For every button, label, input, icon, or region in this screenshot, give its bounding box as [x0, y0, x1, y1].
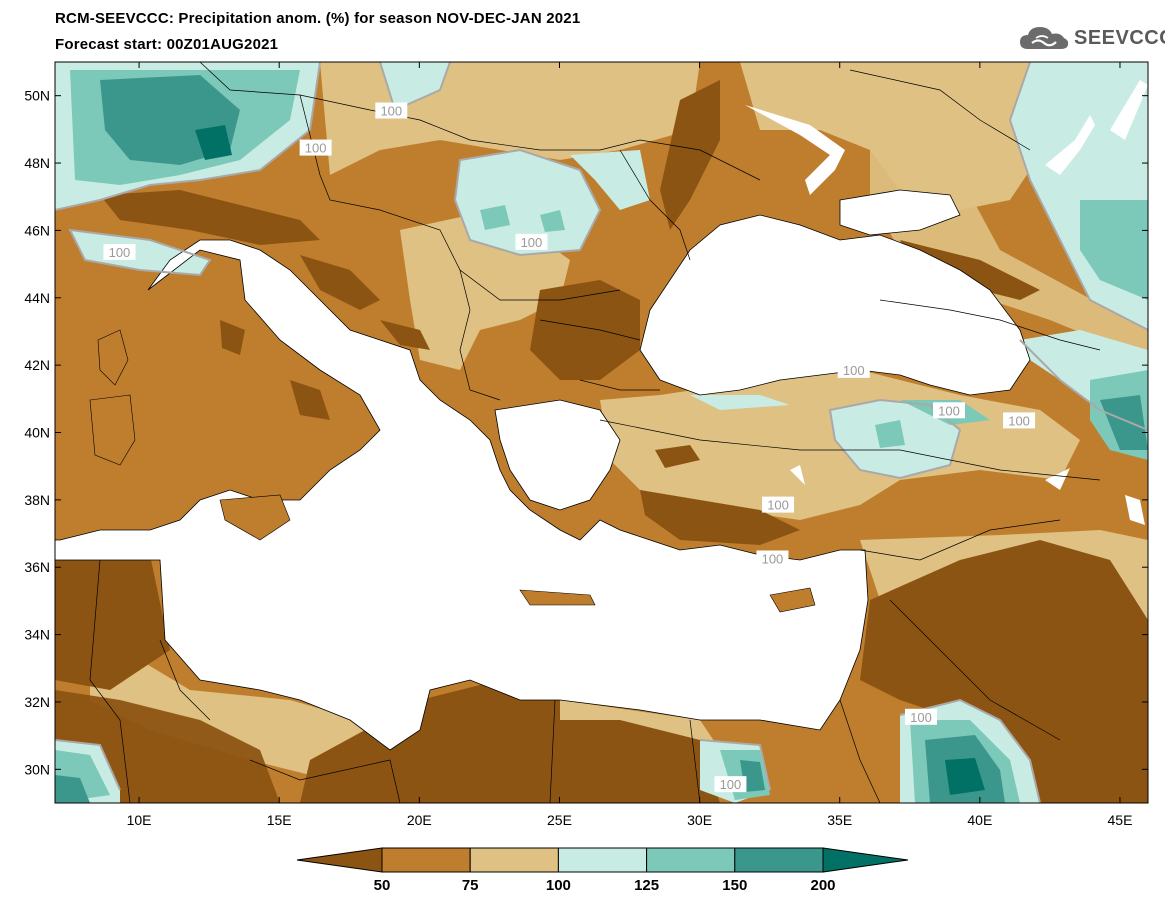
y-tick-label: 34N [24, 627, 50, 643]
country-borders [89, 62, 1101, 803]
color-legend: 50 75 100 125 150 200 [296, 847, 909, 894]
axis-ticks: 10E 15E 20E 25E 30E 35E 40E 45E 30N 32N 34N 36N 38N 4… [24, 62, 1148, 828]
x-tick-label: 25E [547, 812, 572, 828]
y-tick-label: 50N [24, 88, 50, 104]
contour-label: 100 [843, 363, 865, 378]
contour-label-bg [714, 776, 747, 793]
contour-label: 100 [938, 403, 960, 418]
seevccc-logo: SEEVCCC [1018, 24, 1165, 52]
y-tick-label: 40N [24, 425, 50, 441]
x-tick-label: 10E [127, 812, 152, 828]
contour-labels: 100 100 100 100 100 100 100 100 100 100 100 [103, 102, 1036, 793]
contour-label: 100 [109, 245, 131, 260]
contour-label: 100 [767, 498, 789, 513]
x-tick-label: 35E [827, 812, 852, 828]
x-tick-label: 40E [967, 812, 992, 828]
contour-label: 100 [910, 710, 932, 725]
islands [89, 329, 816, 613]
y-tick-label: 44N [24, 290, 50, 306]
anomaly-field-below-50 [55, 80, 1148, 803]
y-tick-label: 46N [24, 222, 50, 238]
contour-label: 100 [762, 551, 784, 566]
contour-label: 100 [380, 104, 402, 119]
black-sea [639, 214, 1031, 396]
contour-label-bg [103, 243, 136, 260]
legend-level-label: 200 [810, 877, 835, 894]
x-tick-label: 45E [1108, 812, 1133, 828]
contour-label: 100 [305, 141, 327, 156]
anomaly-field-above-200 [195, 125, 985, 795]
contour-label-bg [1003, 412, 1036, 429]
legend-level-label: 125 [634, 877, 659, 894]
x-tick-label: 15E [267, 812, 292, 828]
y-tick-label: 32N [24, 694, 50, 710]
contour-label-bg [515, 233, 548, 250]
contour-label-bg [837, 361, 870, 378]
y-tick-label: 42N [24, 357, 50, 373]
contour-100-lines [55, 62, 1148, 803]
sea-areas [55, 189, 1031, 751]
contour-label-bg [904, 708, 937, 725]
contour-label-bg [375, 102, 408, 119]
contour-label: 100 [521, 235, 543, 250]
forecast-start-subtitle: Forecast start: 00Z01AUG2021 [55, 36, 279, 53]
missing-data-patches [745, 80, 1148, 525]
contour-label-bg [933, 402, 966, 419]
y-tick-label: 30N [24, 761, 50, 777]
y-tick-label: 48N [24, 155, 50, 171]
x-tick-label: 30E [687, 812, 712, 828]
legend-level-label: 50 [374, 877, 391, 894]
legend-swatch-above-200 [822, 847, 909, 873]
logo-text: SEEVCCC [1074, 26, 1165, 49]
legend-swatch [557, 847, 648, 873]
legend-swatch [381, 847, 471, 873]
legend-swatch [646, 847, 736, 873]
contour-label-bg [299, 139, 332, 156]
cloud-icon [1020, 27, 1069, 49]
x-tick-label: 20E [407, 812, 432, 828]
map-field [55, 62, 1148, 803]
y-tick-label: 38N [24, 492, 50, 508]
legend-swatch-below-50 [296, 847, 383, 873]
contour-label-bg [762, 496, 795, 513]
contour-label: 100 [720, 777, 742, 792]
legend-swatch [469, 847, 559, 873]
contour-label: 100 [1008, 413, 1030, 428]
contour-label-bg [756, 550, 789, 567]
legend-level-label: 150 [722, 877, 747, 894]
map-title: RCM-SEEVCCC: Precipitation anom. (%) for… [55, 10, 581, 27]
y-tick-label: 36N [24, 559, 50, 575]
legend-swatch [734, 847, 824, 873]
legend-level-label: 100 [546, 877, 571, 894]
legend-level-label: 75 [462, 877, 479, 894]
